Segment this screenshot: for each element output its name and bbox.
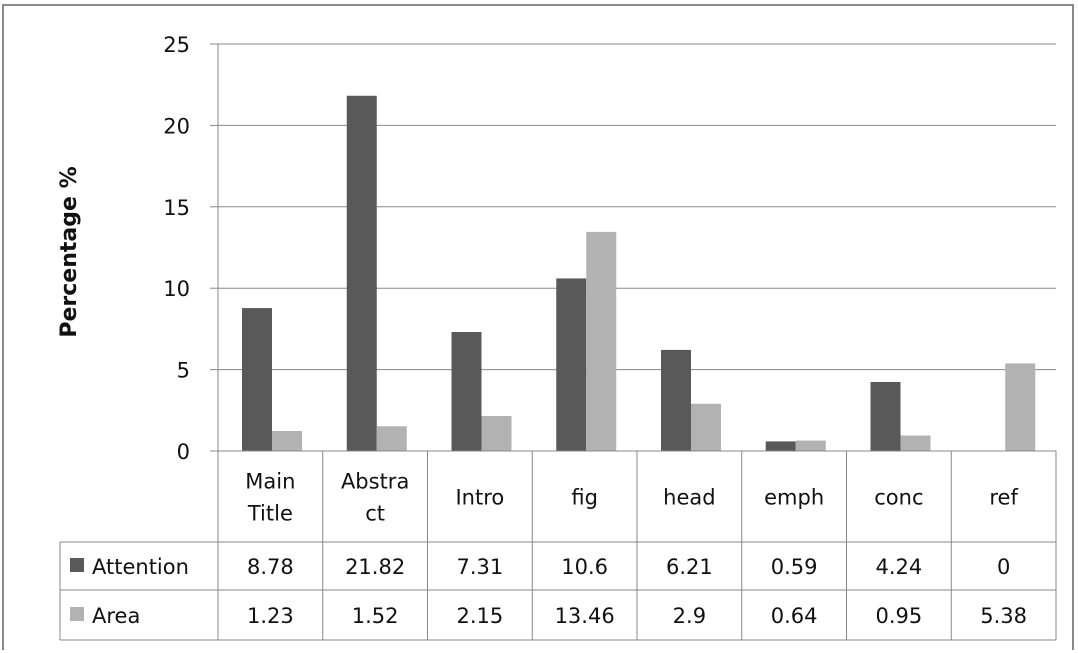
legend-key-area [70, 607, 84, 621]
data-label: 10.6 [561, 555, 608, 579]
data-label: 2.15 [456, 604, 503, 628]
x-tick-label: head [663, 486, 715, 510]
data-label: 1.23 [247, 604, 294, 628]
bar-area [795, 440, 826, 451]
bar-area [481, 415, 512, 451]
data-label: 0.95 [875, 604, 922, 628]
data-label: 2.9 [673, 604, 706, 628]
y-tick-label: 10 [163, 277, 190, 301]
y-tick-label: 5 [177, 359, 190, 383]
data-label: 4.24 [875, 555, 922, 579]
x-tick-label: Abstra [341, 470, 409, 494]
data-label: 1.52 [352, 604, 399, 628]
x-tick-label: conc [874, 486, 923, 510]
data-label: 0 [997, 555, 1010, 579]
data-label: 0.64 [771, 604, 818, 628]
data-label: 6.21 [666, 555, 713, 579]
x-tick-label: emph [764, 486, 824, 510]
data-label: 8.78 [247, 555, 294, 579]
data-label: 21.82 [345, 555, 405, 579]
y-axis-label: Percentage % [57, 166, 82, 337]
chart-frame [2, 4, 1074, 650]
y-tick-label: 20 [163, 114, 190, 138]
bar-attention [765, 441, 796, 451]
bar-attention [556, 278, 587, 451]
x-tick-label: Title [247, 502, 293, 526]
data-label: 5.38 [980, 604, 1027, 628]
bar-attention [451, 331, 482, 451]
bar-attention [870, 381, 901, 451]
legend-label-attention: Attention [92, 555, 189, 579]
bar-area [900, 435, 931, 451]
y-tick-label: 0 [177, 440, 190, 464]
y-tick-label: 15 [163, 196, 190, 220]
x-tick-label: Main [245, 470, 295, 494]
data-label: 7.31 [456, 555, 503, 579]
legend-key-attention [70, 558, 84, 572]
bar-area [691, 403, 721, 451]
legend-label-area: Area [92, 604, 140, 628]
bar-attention [661, 349, 691, 451]
x-tick-label: fig [571, 486, 598, 510]
bar-area [586, 231, 617, 451]
x-tick-label: Intro [455, 486, 504, 510]
y-tick-label: 25 [163, 33, 190, 57]
bar-attention [346, 95, 377, 452]
data-label: 0.59 [771, 555, 818, 579]
x-tick-label: ct [365, 502, 385, 526]
bar-area [376, 426, 407, 451]
bar-attention [242, 308, 272, 451]
bar-area [272, 430, 302, 451]
bar-area [1005, 363, 1036, 451]
data-label: 13.46 [555, 604, 615, 628]
x-tick-label: ref [989, 486, 1018, 510]
